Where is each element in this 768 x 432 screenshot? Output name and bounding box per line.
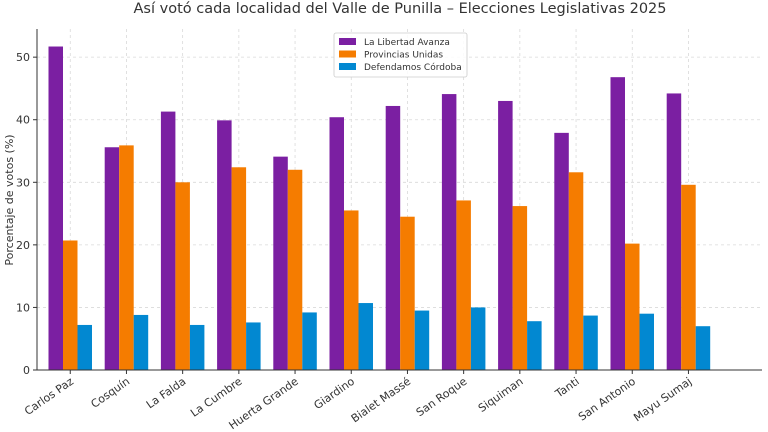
- x-tick-label: La Cumbre: [188, 375, 245, 420]
- bar: [358, 303, 373, 370]
- x-tick-label: La Falda: [144, 375, 188, 412]
- bar: [175, 182, 190, 370]
- y-tick-label: 40: [16, 114, 30, 127]
- bar: [189, 324, 205, 370]
- x-tick-label: Siquiman: [476, 375, 526, 415]
- legend-label: La Libertad Avanza: [364, 38, 450, 48]
- bar: [302, 312, 317, 370]
- bar: [610, 77, 625, 370]
- legend-swatch: [339, 38, 356, 45]
- bar: [344, 210, 359, 370]
- chart-title: Así votó cada localidad del Valle de Pun…: [134, 1, 667, 17]
- bar: [385, 105, 401, 371]
- bar: [400, 216, 415, 370]
- legend-swatch: [339, 63, 356, 70]
- y-tick-label: 50: [16, 51, 30, 64]
- bar: [104, 147, 120, 370]
- x-tick-label: San Antonio: [576, 375, 638, 424]
- legend-box: [333, 32, 468, 78]
- bar: [625, 243, 640, 370]
- bar: [681, 184, 696, 370]
- legend-label: Provincias Unidas: [364, 51, 443, 61]
- bar: [329, 117, 344, 370]
- bar: [160, 111, 176, 371]
- bar: [119, 145, 134, 370]
- bar: [498, 100, 513, 370]
- bar: [470, 307, 486, 370]
- legend: La Libertad Avanza Provincias UnidasDefen…: [333, 32, 468, 78]
- bar: [48, 46, 63, 371]
- bar: [695, 326, 711, 370]
- bar: [133, 314, 149, 370]
- y-axis-label: Porcentaje de votos (%): [3, 134, 16, 265]
- bar: [441, 94, 457, 370]
- y-ticks: 0 10 20 30 40 50: [16, 51, 37, 377]
- bar: [554, 132, 569, 370]
- bar: [639, 313, 654, 370]
- bar: [273, 156, 288, 370]
- x-tick-label: Tanti: [552, 375, 582, 401]
- bar: [666, 93, 682, 371]
- bar: [63, 240, 78, 370]
- bar: [456, 200, 471, 370]
- y-tick-label: 0: [23, 364, 30, 377]
- x-ticks: Carlos Paz Cosquín La Falda La CumbreHuerta…: [22, 370, 694, 432]
- bar: [217, 120, 232, 370]
- bar: [568, 172, 584, 370]
- legend-swatch: [339, 50, 356, 58]
- x-tick-label: San Roque: [414, 375, 470, 420]
- bar: [231, 167, 247, 370]
- y-tick-label: 20: [16, 239, 30, 252]
- bar: [287, 169, 303, 370]
- y-tick-label: 10: [16, 301, 30, 314]
- bar: [512, 206, 528, 370]
- x-tick-label: Carlos Paz: [22, 375, 76, 418]
- bar: [246, 322, 261, 370]
- axes: [36, 29, 762, 371]
- bar: [414, 310, 430, 370]
- bar: [527, 321, 542, 370]
- x-tick-label: Bialet Massé: [349, 375, 414, 426]
- x-tick-label: Cosquín: [89, 375, 133, 411]
- bars: [48, 46, 711, 371]
- x-tick-label: Mayu Sumaj: [631, 375, 694, 424]
- bar: [77, 324, 92, 370]
- bar: [583, 315, 598, 370]
- y-tick-label: 30: [16, 176, 30, 189]
- x-tick-label: Giardino: [312, 375, 358, 412]
- legend-label: Defendamos Córdoba: [364, 62, 462, 73]
